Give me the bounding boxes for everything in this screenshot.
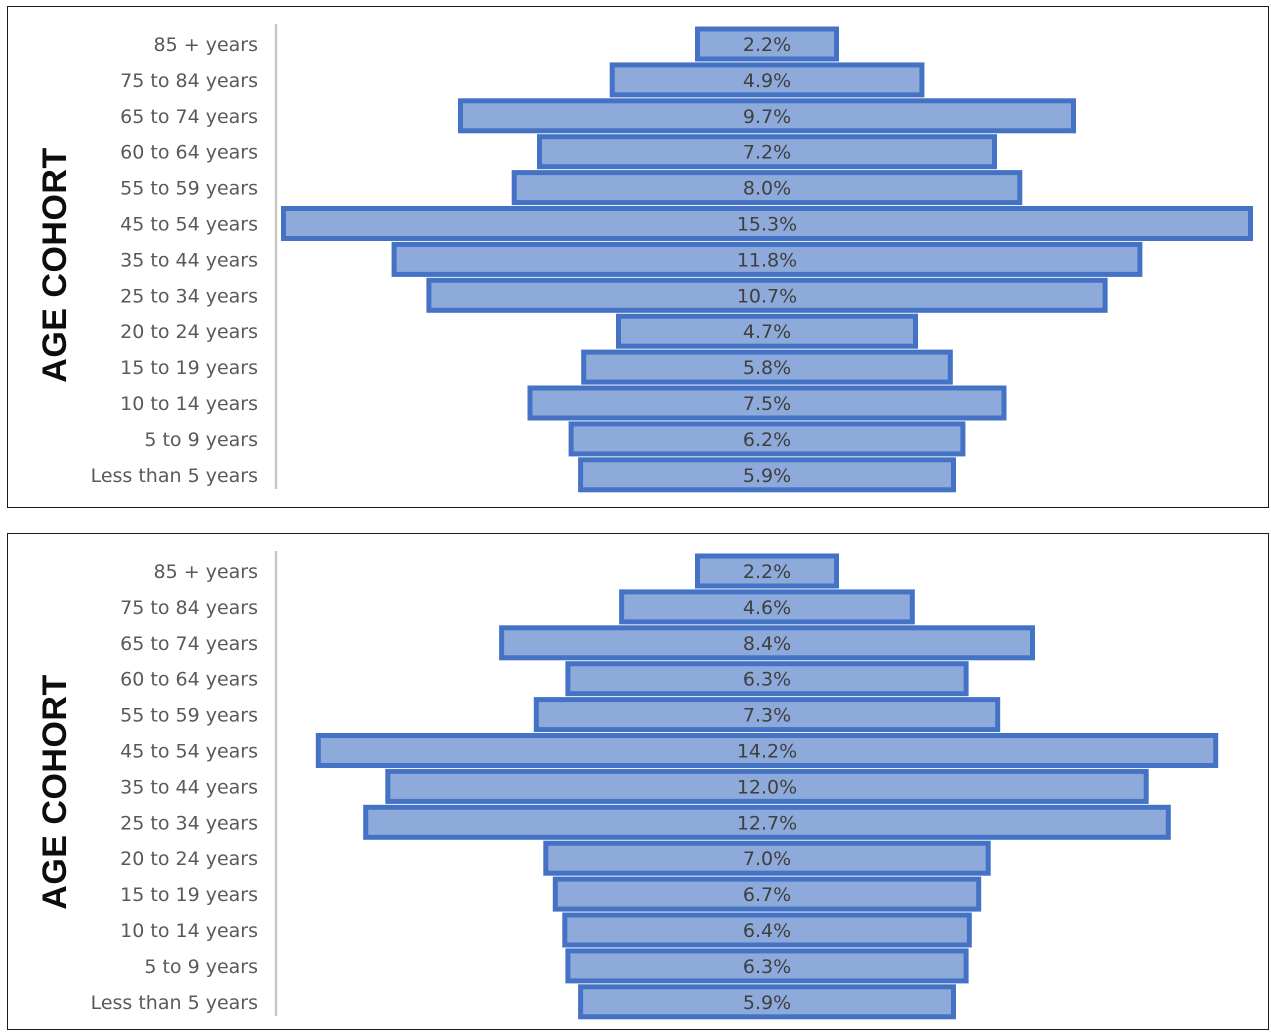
bar-value-label: 6.3% [743, 669, 791, 691]
chart-bottom-svg: AGE COHORT 85 + years 2.2% 75 to 84 years 4… [36, 551, 1219, 1020]
bar-1 [619, 589, 915, 625]
bar-7 [363, 804, 1171, 840]
bar-0 [695, 26, 839, 62]
bar-8 [616, 313, 918, 349]
bar-value-label: 6.3% [743, 956, 791, 978]
bar-value-label: 6.4% [743, 920, 791, 942]
bar-value-label: 10.7% [737, 285, 797, 307]
bar-value-label: 5.9% [743, 465, 791, 487]
bar-value-label: 11.8% [737, 249, 797, 271]
bar-value-label: 6.7% [743, 884, 791, 906]
category-tick-label: 20 to 24 years [120, 848, 258, 870]
bar-2 [458, 98, 1076, 134]
category-tick-label: Less than 5 years [91, 992, 258, 1014]
bar-value-label: 4.9% [743, 70, 791, 92]
bar-value-label: 7.2% [743, 142, 791, 164]
category-tick-label: 65 to 74 years [120, 633, 258, 655]
bar-value-label: 8.0% [743, 178, 791, 200]
bar-value-label: 2.2% [743, 34, 791, 56]
bar-0 [695, 553, 839, 589]
bar-12 [578, 457, 956, 493]
category-tick-label: 10 to 14 years [120, 920, 258, 942]
category-tick-label: 60 to 64 years [120, 669, 258, 691]
category-tick-label: 35 to 44 years [120, 249, 258, 271]
bar-6 [391, 241, 1143, 277]
category-tick-label: 10 to 14 years [120, 393, 258, 415]
cohort-axis-title: AGE COHORT [36, 674, 74, 909]
age-pyramid-chart-bottom: AGE COHORT 85 + years 2.2% 75 to 84 years 4… [7, 533, 1269, 1030]
bar-11 [565, 948, 969, 984]
bar-value-label: 7.5% [743, 393, 791, 415]
chart-top-svg: AGE COHORT 85 + years 2.2% 75 to 84 years 4… [36, 24, 1253, 493]
bar-2 [499, 625, 1036, 661]
category-tick-label: 75 to 84 years [120, 597, 258, 619]
category-tick-label: 60 to 64 years [120, 142, 258, 164]
bar-value-label: 4.7% [743, 321, 791, 343]
bar-11 [568, 421, 966, 457]
category-tick-label: 55 to 59 years [120, 178, 258, 200]
category-tick-label: Less than 5 years [91, 465, 258, 487]
category-tick-label: 85 + years [154, 34, 258, 56]
cohort-axis-title: AGE COHORT [36, 147, 74, 382]
category-tick-label: 55 to 59 years [120, 705, 258, 727]
bar-value-label: 7.0% [743, 848, 791, 870]
bar-5 [281, 206, 1253, 241]
bar-value-label: 6.2% [743, 429, 791, 451]
bar-value-label: 4.6% [743, 597, 791, 619]
bar-value-label: 14.2% [737, 741, 797, 763]
category-tick-label: 65 to 74 years [120, 106, 258, 128]
category-tick-label: 25 to 34 years [120, 812, 258, 834]
category-tick-label: 85 + years [154, 561, 258, 583]
bar-9 [552, 876, 982, 912]
bar-5 [315, 733, 1219, 768]
bar-value-label: 5.8% [743, 357, 791, 379]
bar-3 [537, 134, 997, 170]
bar-12 [578, 984, 956, 1020]
bar-10 [527, 385, 1007, 421]
bar-3 [565, 661, 969, 697]
category-tick-label: 20 to 24 years [120, 321, 258, 343]
category-tick-label: 45 to 54 years [120, 741, 258, 763]
bar-4 [533, 697, 1001, 733]
bar-6 [385, 768, 1149, 804]
bar-value-label: 2.2% [743, 561, 791, 583]
category-tick-label: 35 to 44 years [120, 776, 258, 798]
bar-value-label: 12.7% [737, 812, 797, 834]
bar-value-label: 12.0% [737, 776, 797, 798]
category-tick-label: 5 to 9 years [144, 956, 258, 978]
bar-value-label: 15.3% [737, 214, 797, 236]
category-tick-label: 75 to 84 years [120, 70, 258, 92]
bar-9 [581, 349, 953, 385]
bar-value-label: 9.7% [743, 106, 791, 128]
age-pyramid-chart-top: AGE COHORT 85 + years 2.2% 75 to 84 years 4… [7, 6, 1269, 508]
bar-1 [609, 62, 925, 98]
category-tick-label: 25 to 34 years [120, 285, 258, 307]
bar-value-label: 8.4% [743, 633, 791, 655]
category-tick-label: 15 to 19 years [120, 884, 258, 906]
bar-7 [426, 277, 1108, 313]
bar-4 [511, 170, 1023, 206]
category-tick-label: 5 to 9 years [144, 429, 258, 451]
bar-value-label: 7.3% [743, 705, 791, 727]
category-tick-label: 15 to 19 years [120, 357, 258, 379]
bar-8 [543, 840, 991, 876]
bar-value-label: 5.9% [743, 992, 791, 1014]
bar-10 [562, 912, 972, 948]
category-tick-label: 45 to 54 years [120, 214, 258, 236]
